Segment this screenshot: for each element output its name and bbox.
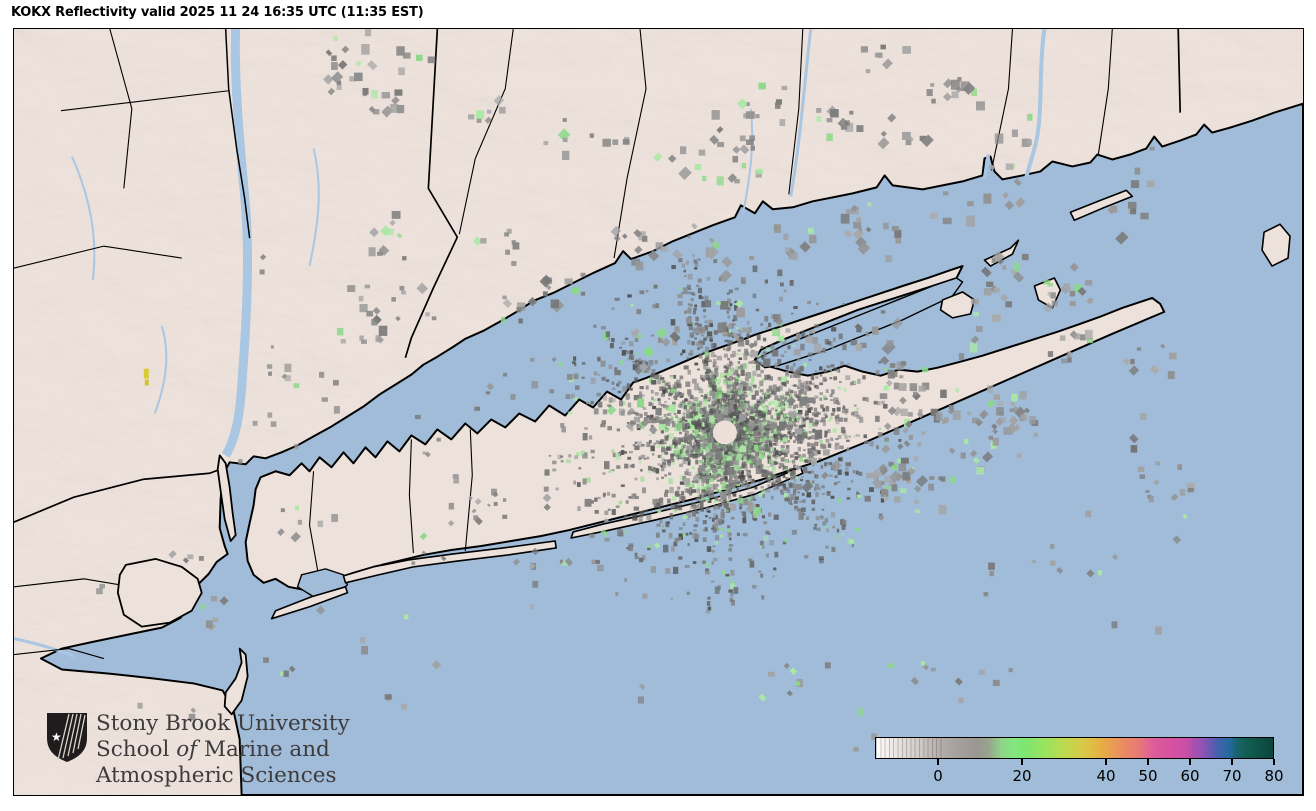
- nyc-islands: [116, 454, 249, 716]
- colorbar-tick: [1021, 759, 1023, 765]
- radar-cone-of-silence: [712, 420, 737, 445]
- reflectivity-colorbar: 0 20 40 50 60 70 80: [875, 737, 1284, 789]
- jones-beach: [342, 540, 557, 584]
- block-island: [1261, 223, 1291, 267]
- figure-title: KOKX Reflectivity valid 2025 11 24 16:35…: [11, 5, 424, 20]
- li-county-lines: [308, 429, 473, 581]
- sbu-logo: ★ Stony Brook University School of Marin…: [45, 711, 350, 789]
- colorbar-gradient: [875, 737, 1274, 759]
- sbu-shield-icon: ★: [47, 713, 87, 762]
- manhattan: [216, 454, 237, 542]
- rivers: [14, 29, 1047, 658]
- colorbar-tick-label: 80: [1264, 767, 1284, 785]
- outer-islands: [270, 189, 1291, 620]
- colorbar-tick-label: 0: [933, 767, 943, 785]
- colorbar-tick: [1105, 759, 1107, 765]
- colorbar-tick-label: 20: [1012, 767, 1032, 785]
- colorbar-tick: [1189, 759, 1191, 765]
- colorbar-tick-label: 70: [1222, 767, 1242, 785]
- logo-line1: Stony Brook University: [96, 711, 350, 736]
- logo-line3: Atmospheric Sciences: [96, 763, 337, 788]
- sandy-hook: [223, 647, 249, 716]
- colorbar-tick: [1231, 759, 1233, 765]
- colorbar-tick: [937, 759, 939, 765]
- rockaway: [270, 586, 349, 620]
- colorbar-tick: [1147, 759, 1149, 765]
- staten-island: [116, 558, 203, 628]
- map-panel: ★ Stony Brook University School of Marin…: [13, 28, 1304, 796]
- sbu-logo-text: Stony Brook University School of Marine …: [96, 711, 350, 789]
- colorbar-tick-label: 50: [1138, 767, 1158, 785]
- logo-line2: School of Marine and: [96, 737, 330, 762]
- colorbar-tick: [1273, 759, 1275, 765]
- colorbar-tick-label: 60: [1180, 767, 1200, 785]
- shelter-island: [939, 291, 976, 319]
- svg-text:★: ★: [51, 730, 62, 744]
- map-canvas: [14, 29, 1303, 795]
- fishers-island: [1069, 189, 1134, 222]
- colorbar-tick-label: 40: [1096, 767, 1116, 785]
- colorbar-discrete-steps: [876, 738, 944, 758]
